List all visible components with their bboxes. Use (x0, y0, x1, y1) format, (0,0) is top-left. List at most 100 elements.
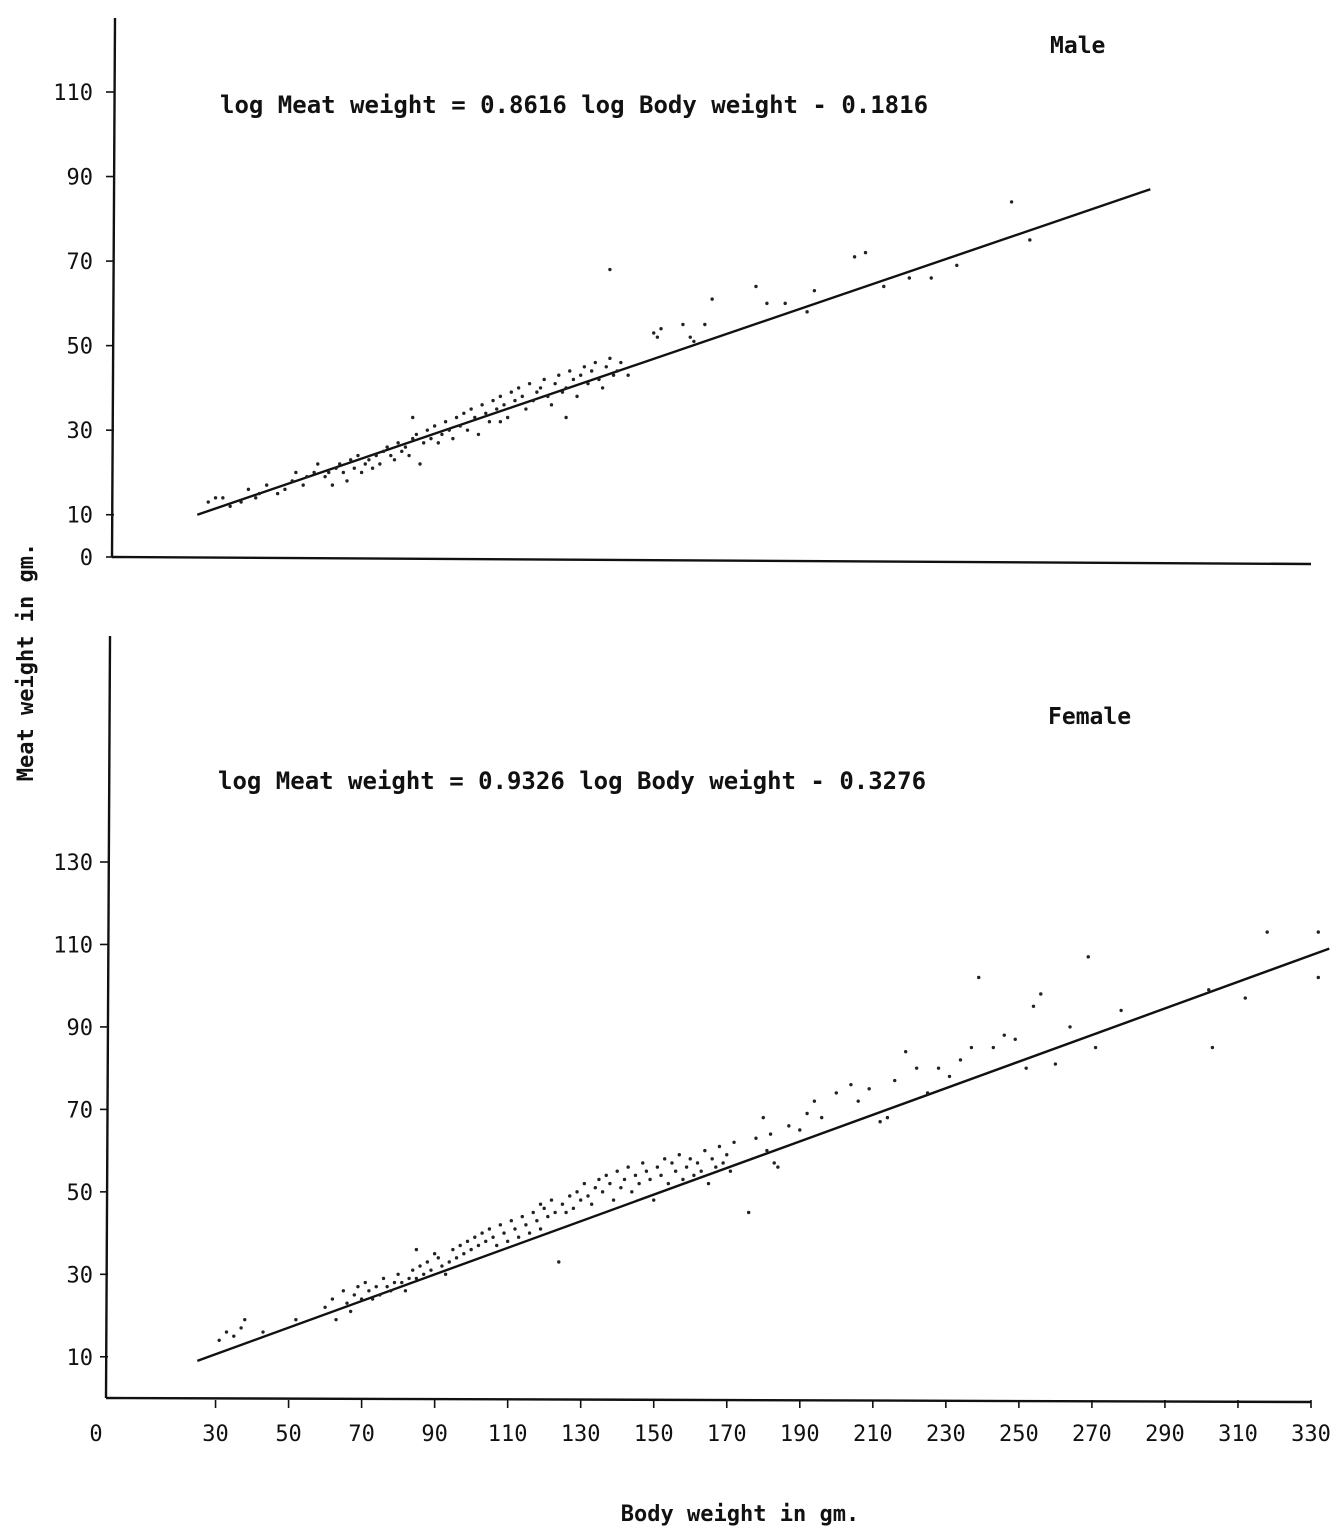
female-data-point (648, 1177, 652, 1182)
male-data-point (546, 394, 550, 399)
female-data-point (991, 1045, 996, 1050)
male-data-point (476, 432, 481, 437)
female-data-point (666, 1181, 671, 1186)
male-data-point (305, 474, 309, 479)
female-data-point (856, 1099, 860, 1103)
female-data-point (688, 1157, 692, 1161)
male-data-point (495, 407, 499, 411)
x-tick-label: 230 (926, 1422, 966, 1447)
male-data-point (275, 491, 280, 496)
male-data-point (239, 500, 243, 504)
female-data-point (432, 1251, 437, 1256)
male-data-point (564, 386, 568, 390)
female-data-point (1265, 930, 1269, 934)
female-data-point (469, 1247, 473, 1252)
female-data-point (1243, 996, 1247, 1000)
male-data-point (568, 369, 572, 373)
female-data-point (721, 1161, 725, 1165)
x-axis-label: Body weight in gm. (621, 1502, 859, 1527)
female-data-point (765, 1148, 769, 1153)
male-data-point (655, 335, 660, 339)
female-data-point (509, 1219, 514, 1223)
female-data-point (659, 1173, 663, 1178)
female-data-point (575, 1190, 579, 1194)
female-data-point (458, 1243, 462, 1248)
female-data-point (538, 1227, 543, 1231)
male-data-point (955, 263, 959, 268)
female-data-point (969, 1045, 974, 1050)
male-data-point (619, 360, 623, 365)
female-data-point (1031, 1004, 1036, 1009)
male-data-point (531, 398, 535, 403)
female-data-point (261, 1330, 265, 1334)
female-data-point (352, 1293, 357, 1297)
female-data-point (798, 1128, 802, 1132)
x-tick-label: 330 (1291, 1422, 1331, 1447)
male-data-point (608, 356, 612, 361)
male-data-point (1028, 238, 1032, 242)
male-data-point (359, 470, 364, 475)
male-data-point (560, 390, 565, 394)
female-data-point (885, 1115, 890, 1120)
male-y-tick-label: 70 (67, 250, 94, 275)
female-data-point (1093, 1045, 1098, 1050)
female-data-point (1210, 1045, 1215, 1050)
female-data-point (484, 1239, 488, 1244)
male-data-point (341, 470, 346, 475)
male-data-point (440, 432, 444, 437)
male-data-point (578, 373, 583, 377)
female-data-point (805, 1111, 809, 1116)
x-tick-label: 250 (999, 1422, 1039, 1447)
male-data-point (805, 310, 809, 314)
female-data-point (681, 1177, 685, 1182)
female-data-point (893, 1078, 897, 1083)
male-data-point (381, 449, 386, 454)
female-data-point (542, 1206, 546, 1211)
male-data-point (418, 462, 422, 466)
male-data-point (458, 424, 462, 428)
female-data-point (1024, 1066, 1028, 1070)
female-data-point (732, 1140, 736, 1145)
female-data-point (224, 1330, 229, 1334)
female-data-point (411, 1268, 415, 1272)
male-data-point (652, 331, 656, 335)
female-data-point (363, 1280, 367, 1285)
female-y-tick-label: 10 (67, 1346, 94, 1371)
female-data-point (527, 1231, 532, 1235)
male-regression-line (196, 188, 1151, 516)
male-data-point (527, 381, 532, 386)
male-data-point (783, 301, 787, 306)
male-data-point (264, 483, 269, 487)
male-y-tick-label: 90 (67, 166, 94, 191)
x-tick-label: 50 (275, 1422, 302, 1447)
male-data-point (520, 394, 524, 399)
female-y-tick-label: 30 (67, 1263, 94, 1288)
female-data-point (407, 1276, 411, 1281)
male-data-point (257, 491, 262, 496)
female-data-point (396, 1272, 400, 1277)
female-data-point (345, 1301, 349, 1305)
male-data-point (575, 394, 579, 399)
female-data-point (524, 1223, 528, 1227)
female-data-point (746, 1210, 751, 1215)
male-data-point (370, 466, 375, 470)
male-data-point (356, 453, 360, 458)
male-data-point (524, 407, 528, 411)
female-x-axis (105, 1396, 1312, 1404)
female-data-point (447, 1260, 451, 1264)
male-data-point (710, 297, 714, 301)
male-y-axis (110, 17, 117, 558)
female-data-point (772, 1161, 776, 1165)
male-data-point (327, 470, 331, 475)
female-data-point (451, 1247, 455, 1252)
female-data-point (498, 1223, 503, 1227)
female-data-point (502, 1231, 506, 1235)
female-data-point (465, 1239, 470, 1244)
female-data-point (392, 1280, 397, 1285)
x-tick-label: 90 (421, 1422, 448, 1447)
male-data-point (254, 496, 258, 500)
female-data-point (367, 1289, 371, 1293)
female-data-point (677, 1153, 681, 1157)
female-data-point (761, 1115, 765, 1120)
